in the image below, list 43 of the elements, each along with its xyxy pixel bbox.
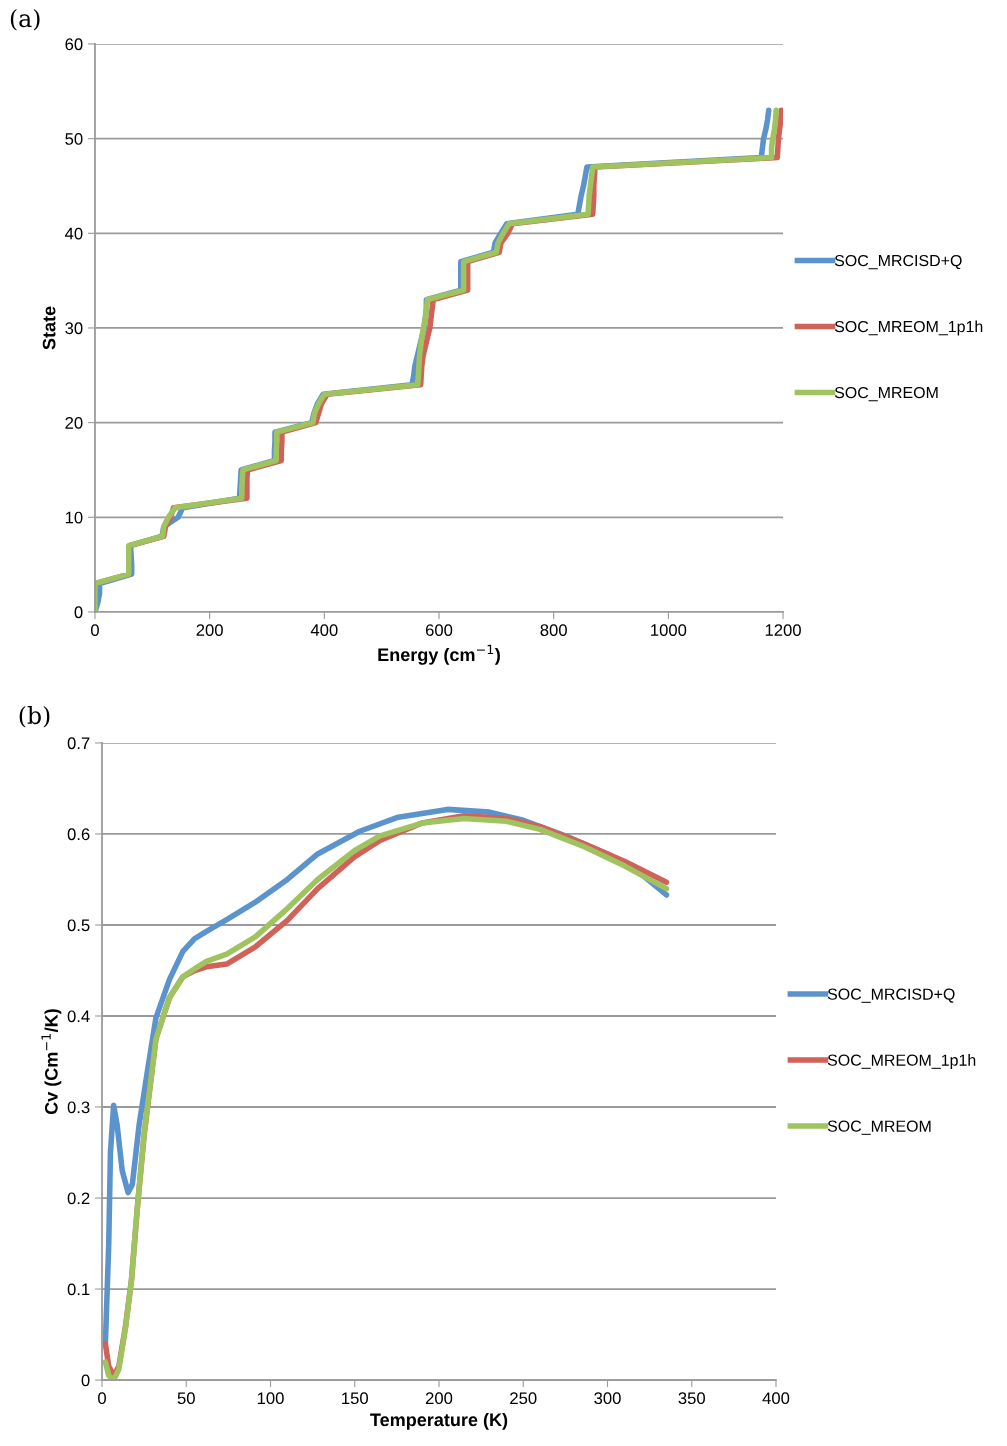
y-tick-label: 30	[65, 322, 83, 335]
x-tick-label: 200	[425, 1392, 453, 1405]
y-tick-label: 20	[65, 417, 83, 429]
legend-label: SOC_MREOM_1p1h	[827, 1054, 976, 1069]
x-axis-title: Energy (cm$^{−1}$)	[378, 644, 500, 665]
legend-label: SOC_MREOM_1p1h	[834, 320, 983, 336]
y-tick-label: 60	[65, 38, 83, 51]
x-tick-label: 0	[98, 1392, 106, 1405]
y-tick-label: 0	[81, 1374, 90, 1387]
x-tick-label: 800	[540, 624, 567, 636]
y-axis-title: State	[42, 306, 56, 350]
y-tick-label: 0.1	[67, 1283, 90, 1296]
chart-title: (a)	[10, 8, 40, 31]
legend-label: SOC_MREOM	[827, 1120, 931, 1135]
y-tick-label: 50	[65, 133, 83, 145]
y-tick-label: 0.4	[67, 1010, 90, 1023]
x-tick-label: 150	[342, 1392, 369, 1405]
y-tick-label: 10	[65, 511, 83, 524]
x-tick-label: 300	[594, 1392, 621, 1405]
x-tick-label: 400	[310, 624, 338, 636]
chart-title: (b)	[19, 705, 50, 728]
x-tick-label: 200	[196, 624, 223, 636]
legend-label: SOC_MREOM	[834, 386, 938, 402]
y-tick-label: 0	[74, 606, 83, 619]
y-tick-label: 0.5	[67, 919, 90, 932]
x-tick-label: 100	[257, 1392, 284, 1405]
y-tick-label: 0.3	[67, 1101, 90, 1114]
x-tick-label: 1200	[765, 624, 801, 636]
x-tick-label: 0	[90, 624, 99, 636]
y-tick-label: 0.7	[67, 737, 90, 750]
y-tick-label: 0.6	[67, 828, 90, 841]
y-tick-label: 0.2	[67, 1192, 90, 1205]
x-tick-label: 350	[678, 1392, 705, 1405]
y-axis-title: Cv (Cm$^{−1}$/K)	[41, 1009, 62, 1115]
legend-label: SOC_MRCISD+Q	[827, 988, 955, 1003]
x-tick-label: 1000	[651, 624, 687, 636]
x-tick-label: 250	[510, 1392, 537, 1405]
legend-label: SOC_MRCISD+Q	[834, 254, 962, 270]
x-tick-label: 400	[762, 1392, 790, 1405]
y-tick-label: 40	[65, 227, 83, 240]
x-axis-title: Temperature (K)	[370, 1412, 508, 1430]
x-tick-label: 600	[425, 624, 453, 636]
x-tick-label: 50	[177, 1392, 195, 1405]
